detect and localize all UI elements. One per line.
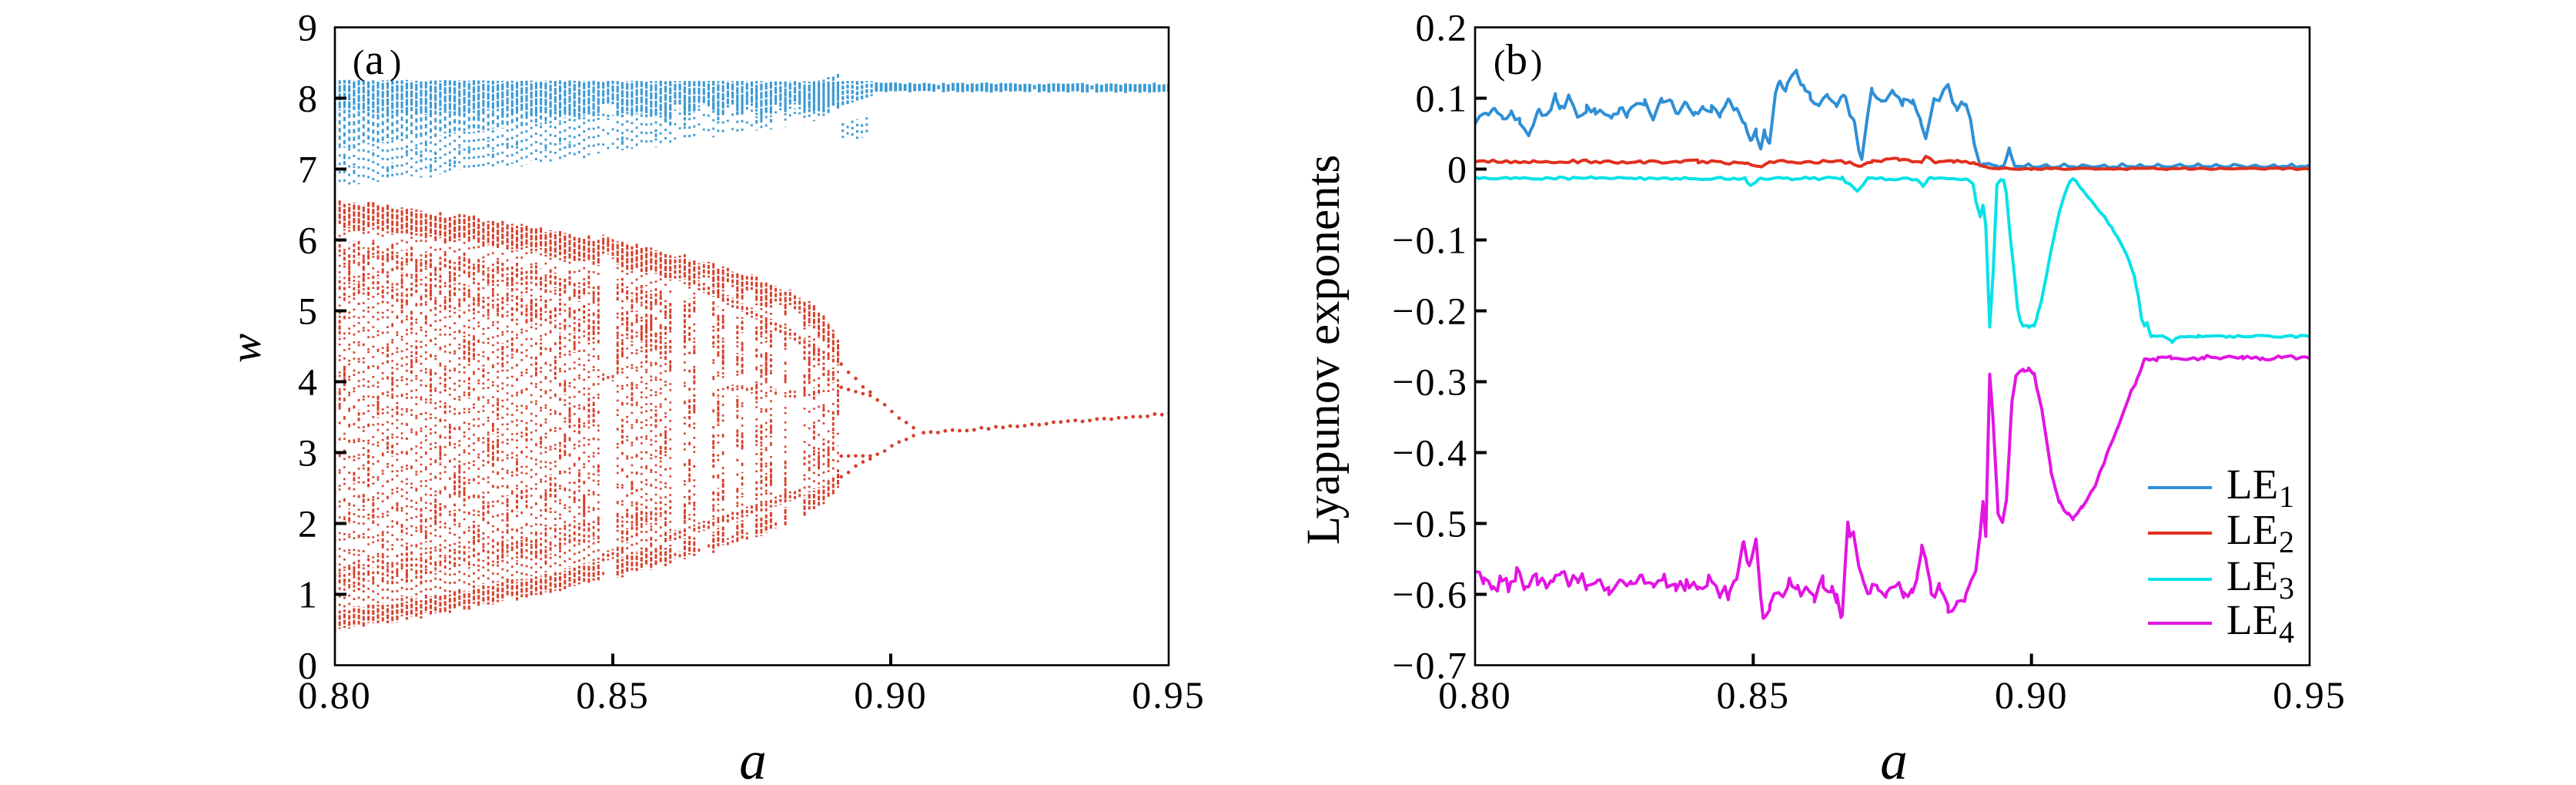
svg-text:−0.1: −0.1 xyxy=(1392,219,1468,262)
svg-text:LE: LE xyxy=(2226,552,2278,599)
svg-text:−0.6: −0.6 xyxy=(1392,573,1468,616)
svg-text:5: 5 xyxy=(298,290,319,333)
svg-text:a: a xyxy=(739,731,767,781)
svg-text:3: 3 xyxy=(2279,571,2294,606)
svg-text:−0.7: −0.7 xyxy=(1392,644,1468,687)
svg-text:4: 4 xyxy=(2279,615,2294,649)
svg-text:0.90: 0.90 xyxy=(1995,673,2069,716)
svg-text:0.80: 0.80 xyxy=(1438,673,1512,716)
svg-text:7: 7 xyxy=(298,148,319,191)
svg-text:0.80: 0.80 xyxy=(298,673,372,716)
svg-text:Lyapunov exponents: Lyapunov exponents xyxy=(1298,155,1350,545)
svg-text:LE: LE xyxy=(2226,461,2278,508)
svg-text:1: 1 xyxy=(298,573,319,616)
svg-text:2: 2 xyxy=(2279,525,2294,559)
svg-text:LE: LE xyxy=(2226,506,2278,553)
svg-text:8: 8 xyxy=(298,77,319,120)
svg-text:4: 4 xyxy=(298,361,319,404)
svg-text:b: b xyxy=(1506,36,1527,84)
svg-text:0.2: 0.2 xyxy=(1416,6,1469,49)
svg-text:0.95: 0.95 xyxy=(1132,673,1206,716)
svg-text:(: ( xyxy=(353,42,364,82)
svg-text:LE: LE xyxy=(2226,596,2278,643)
svg-text:0.90: 0.90 xyxy=(854,673,928,716)
svg-text:9: 9 xyxy=(298,6,319,49)
svg-text:0: 0 xyxy=(298,644,319,687)
svg-text:0: 0 xyxy=(1447,148,1468,191)
svg-text:a: a xyxy=(365,36,384,84)
svg-text:0.95: 0.95 xyxy=(2273,673,2347,716)
svg-text:(: ( xyxy=(1494,42,1505,82)
svg-text:): ) xyxy=(1531,42,1542,82)
svg-text:0.1: 0.1 xyxy=(1416,77,1469,120)
svg-text:0.85: 0.85 xyxy=(576,673,650,716)
svg-text:6: 6 xyxy=(298,219,319,262)
svg-text:−0.4: −0.4 xyxy=(1392,431,1468,475)
svg-text:−0.3: −0.3 xyxy=(1392,361,1468,404)
svg-text:a: a xyxy=(1880,731,1908,781)
svg-text:w: w xyxy=(222,334,270,363)
svg-text:2: 2 xyxy=(298,502,319,545)
svg-text:3: 3 xyxy=(298,431,319,475)
svg-text:−0.5: −0.5 xyxy=(1392,502,1468,545)
svg-text:1: 1 xyxy=(2279,479,2294,514)
svg-text:−0.2: −0.2 xyxy=(1392,290,1468,333)
svg-text:0.85: 0.85 xyxy=(1717,673,1791,716)
svg-text:): ) xyxy=(390,42,401,82)
